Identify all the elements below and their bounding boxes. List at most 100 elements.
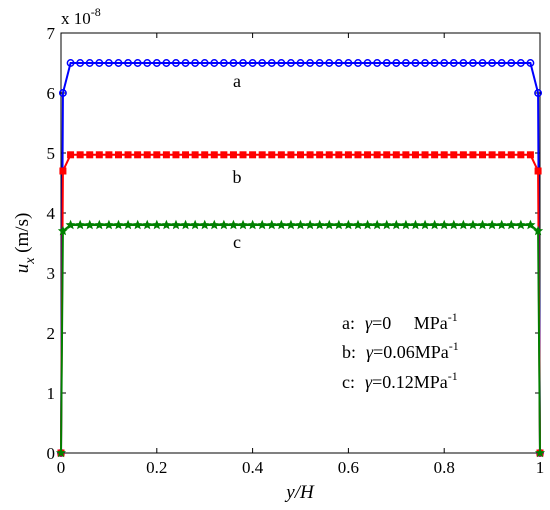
data-point <box>343 219 354 230</box>
data-point <box>479 151 487 159</box>
data-point <box>161 219 172 230</box>
data-point <box>325 59 334 67</box>
data-point <box>277 151 285 159</box>
legend-c-exponent: -1 <box>448 369 458 383</box>
data-point <box>95 151 103 159</box>
data-point <box>431 151 439 159</box>
data-point <box>335 151 343 159</box>
data-point <box>152 59 161 67</box>
data-point <box>467 219 478 230</box>
data-point <box>59 167 67 175</box>
data-point <box>469 151 477 159</box>
y-tick-label: 5 <box>47 144 56 163</box>
x-tick-label: 1 <box>536 458 545 477</box>
y-tick-label: 2 <box>47 324 56 343</box>
data-point <box>201 151 209 159</box>
data-point <box>258 151 266 159</box>
data-point <box>239 59 247 67</box>
legend-c-value: =0.12MPa <box>372 372 448 392</box>
data-point <box>247 219 258 230</box>
data-point <box>132 219 143 230</box>
data-point <box>151 219 162 230</box>
data-point <box>200 59 209 67</box>
data-point <box>276 219 287 230</box>
legend-c-prefix: c: <box>342 372 355 392</box>
data-point <box>534 167 542 175</box>
data-point <box>105 151 113 159</box>
data-point <box>124 151 132 159</box>
data-point <box>392 151 400 159</box>
data-point <box>257 219 268 230</box>
curve-label-a: a <box>233 71 241 91</box>
data-point <box>477 219 488 230</box>
data-point <box>430 59 439 67</box>
data-point <box>316 151 324 159</box>
data-point <box>448 219 459 230</box>
data-point <box>191 151 199 159</box>
legend-a-symbol: γ <box>365 313 373 333</box>
data-point <box>172 59 180 67</box>
data-point <box>237 219 249 230</box>
data-point <box>507 59 516 67</box>
data-point <box>526 59 535 67</box>
data-point <box>468 59 477 67</box>
data-point <box>373 59 382 67</box>
data-point <box>392 59 401 67</box>
y-scale-base: x 10 <box>61 9 91 28</box>
data-point <box>162 151 170 159</box>
plot-frame <box>60 32 541 454</box>
data-point <box>76 151 84 159</box>
y-tick-label: 0 <box>47 444 56 463</box>
data-point <box>218 219 229 230</box>
data-point <box>57 225 68 236</box>
data-point <box>249 151 257 159</box>
data-point <box>315 59 324 67</box>
series-b <box>57 151 544 457</box>
legend-entry-b: b: γ=0.06MPa-1 <box>342 339 459 362</box>
data-point <box>248 59 257 67</box>
data-point <box>268 151 276 159</box>
data-point <box>124 59 133 67</box>
legend-c-symbol: γ <box>365 372 373 392</box>
data-point <box>391 219 402 230</box>
data-point <box>363 59 372 67</box>
series-layer <box>55 59 546 458</box>
y-tick-label: 3 <box>47 264 56 283</box>
data-point <box>295 219 306 230</box>
y-tick-label: 6 <box>47 84 56 103</box>
data-point <box>133 59 142 67</box>
data-point <box>123 219 134 230</box>
data-point <box>401 59 410 67</box>
legend-a-prefix: a: <box>342 313 355 333</box>
data-point <box>487 219 498 230</box>
data-point <box>287 151 295 159</box>
legend-b-prefix: b: <box>342 342 356 362</box>
y-axis-label-unit: (m/s) <box>12 213 33 258</box>
data-point <box>277 59 286 67</box>
series-a <box>57 59 544 457</box>
y-scale-exponent: -8 <box>91 5 101 19</box>
legend-entry-a: a: γ=0 MPa-1 <box>342 310 458 333</box>
y-tick-label: 7 <box>47 24 56 43</box>
data-point <box>364 151 372 159</box>
data-point <box>142 219 153 230</box>
x-tick-label: 0.2 <box>146 458 167 477</box>
data-point <box>534 447 546 458</box>
data-point <box>229 59 238 67</box>
x-tick-label: 0.6 <box>338 458 359 477</box>
data-point <box>85 59 94 67</box>
data-point <box>305 219 316 230</box>
data-point <box>449 59 458 67</box>
data-point <box>267 59 276 67</box>
data-point <box>382 59 391 67</box>
data-point <box>228 219 239 230</box>
data-point <box>488 59 497 67</box>
data-point <box>210 151 218 159</box>
data-point <box>440 59 449 67</box>
data-point <box>220 151 228 159</box>
legend: a: γ=0 MPa-1 b: γ=0.06MPa-1 c: γ=0.12MPa-1 <box>342 310 459 392</box>
data-point <box>65 219 76 230</box>
data-point <box>114 151 122 159</box>
data-point <box>410 219 421 230</box>
